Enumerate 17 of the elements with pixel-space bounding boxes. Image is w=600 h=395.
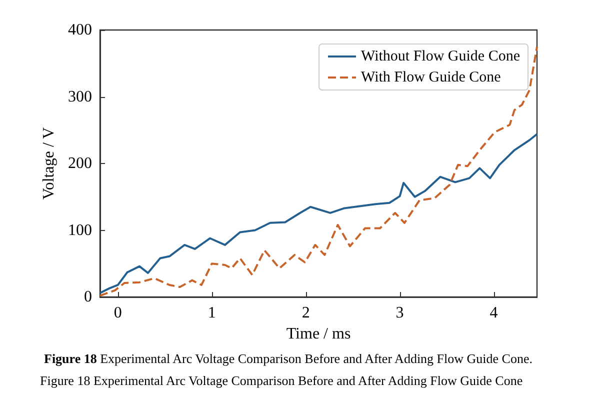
- x-axis-title: Time / ms: [286, 325, 351, 342]
- y-tick-label: 200: [68, 155, 92, 172]
- x-tick-label: 2: [302, 304, 310, 322]
- legend-label: With Flow Guide Cone: [361, 70, 502, 86]
- y-axis-title: Voltage / V: [40, 126, 58, 200]
- line-series: [99, 133, 538, 294]
- y-tick-label: 300: [68, 88, 92, 106]
- caption: Figure 18 Experimental Arc Voltage Comparison Before and After Adding Flow Guide Cone.: [44, 351, 533, 366]
- caption: Figure 18 Experimental Arc Voltage Comparison Before and After Adding Flow Guide Cone: [40, 373, 523, 388]
- y-tick-label: 0: [84, 288, 92, 306]
- x-tick-label: 4: [490, 304, 498, 322]
- x-tick-label: 0: [114, 304, 122, 322]
- y-tick-label: 100: [68, 222, 92, 239]
- y-tick-label: 400: [68, 22, 92, 38]
- legend-label: Without Flow Guide Cone: [361, 48, 520, 64]
- x-tick-label: 1: [208, 304, 216, 322]
- x-tick-label: 3: [396, 304, 404, 322]
